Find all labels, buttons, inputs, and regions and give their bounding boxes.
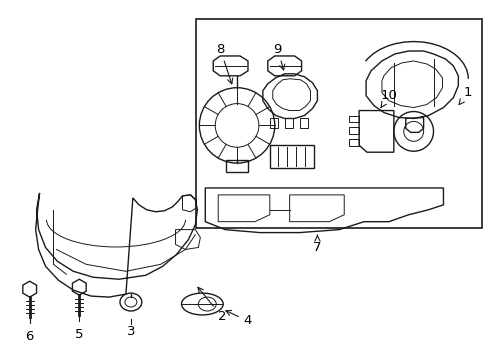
Text: 9: 9: [273, 42, 285, 70]
Text: 10: 10: [380, 89, 397, 108]
Text: 4: 4: [226, 310, 252, 327]
Text: 3: 3: [126, 325, 135, 338]
Text: 2: 2: [198, 287, 226, 323]
Text: 5: 5: [75, 328, 83, 341]
Bar: [196, 19, 482, 228]
Text: 8: 8: [216, 42, 233, 84]
Text: 1: 1: [459, 86, 472, 105]
Text: 6: 6: [25, 330, 34, 343]
Text: 7: 7: [313, 235, 322, 254]
